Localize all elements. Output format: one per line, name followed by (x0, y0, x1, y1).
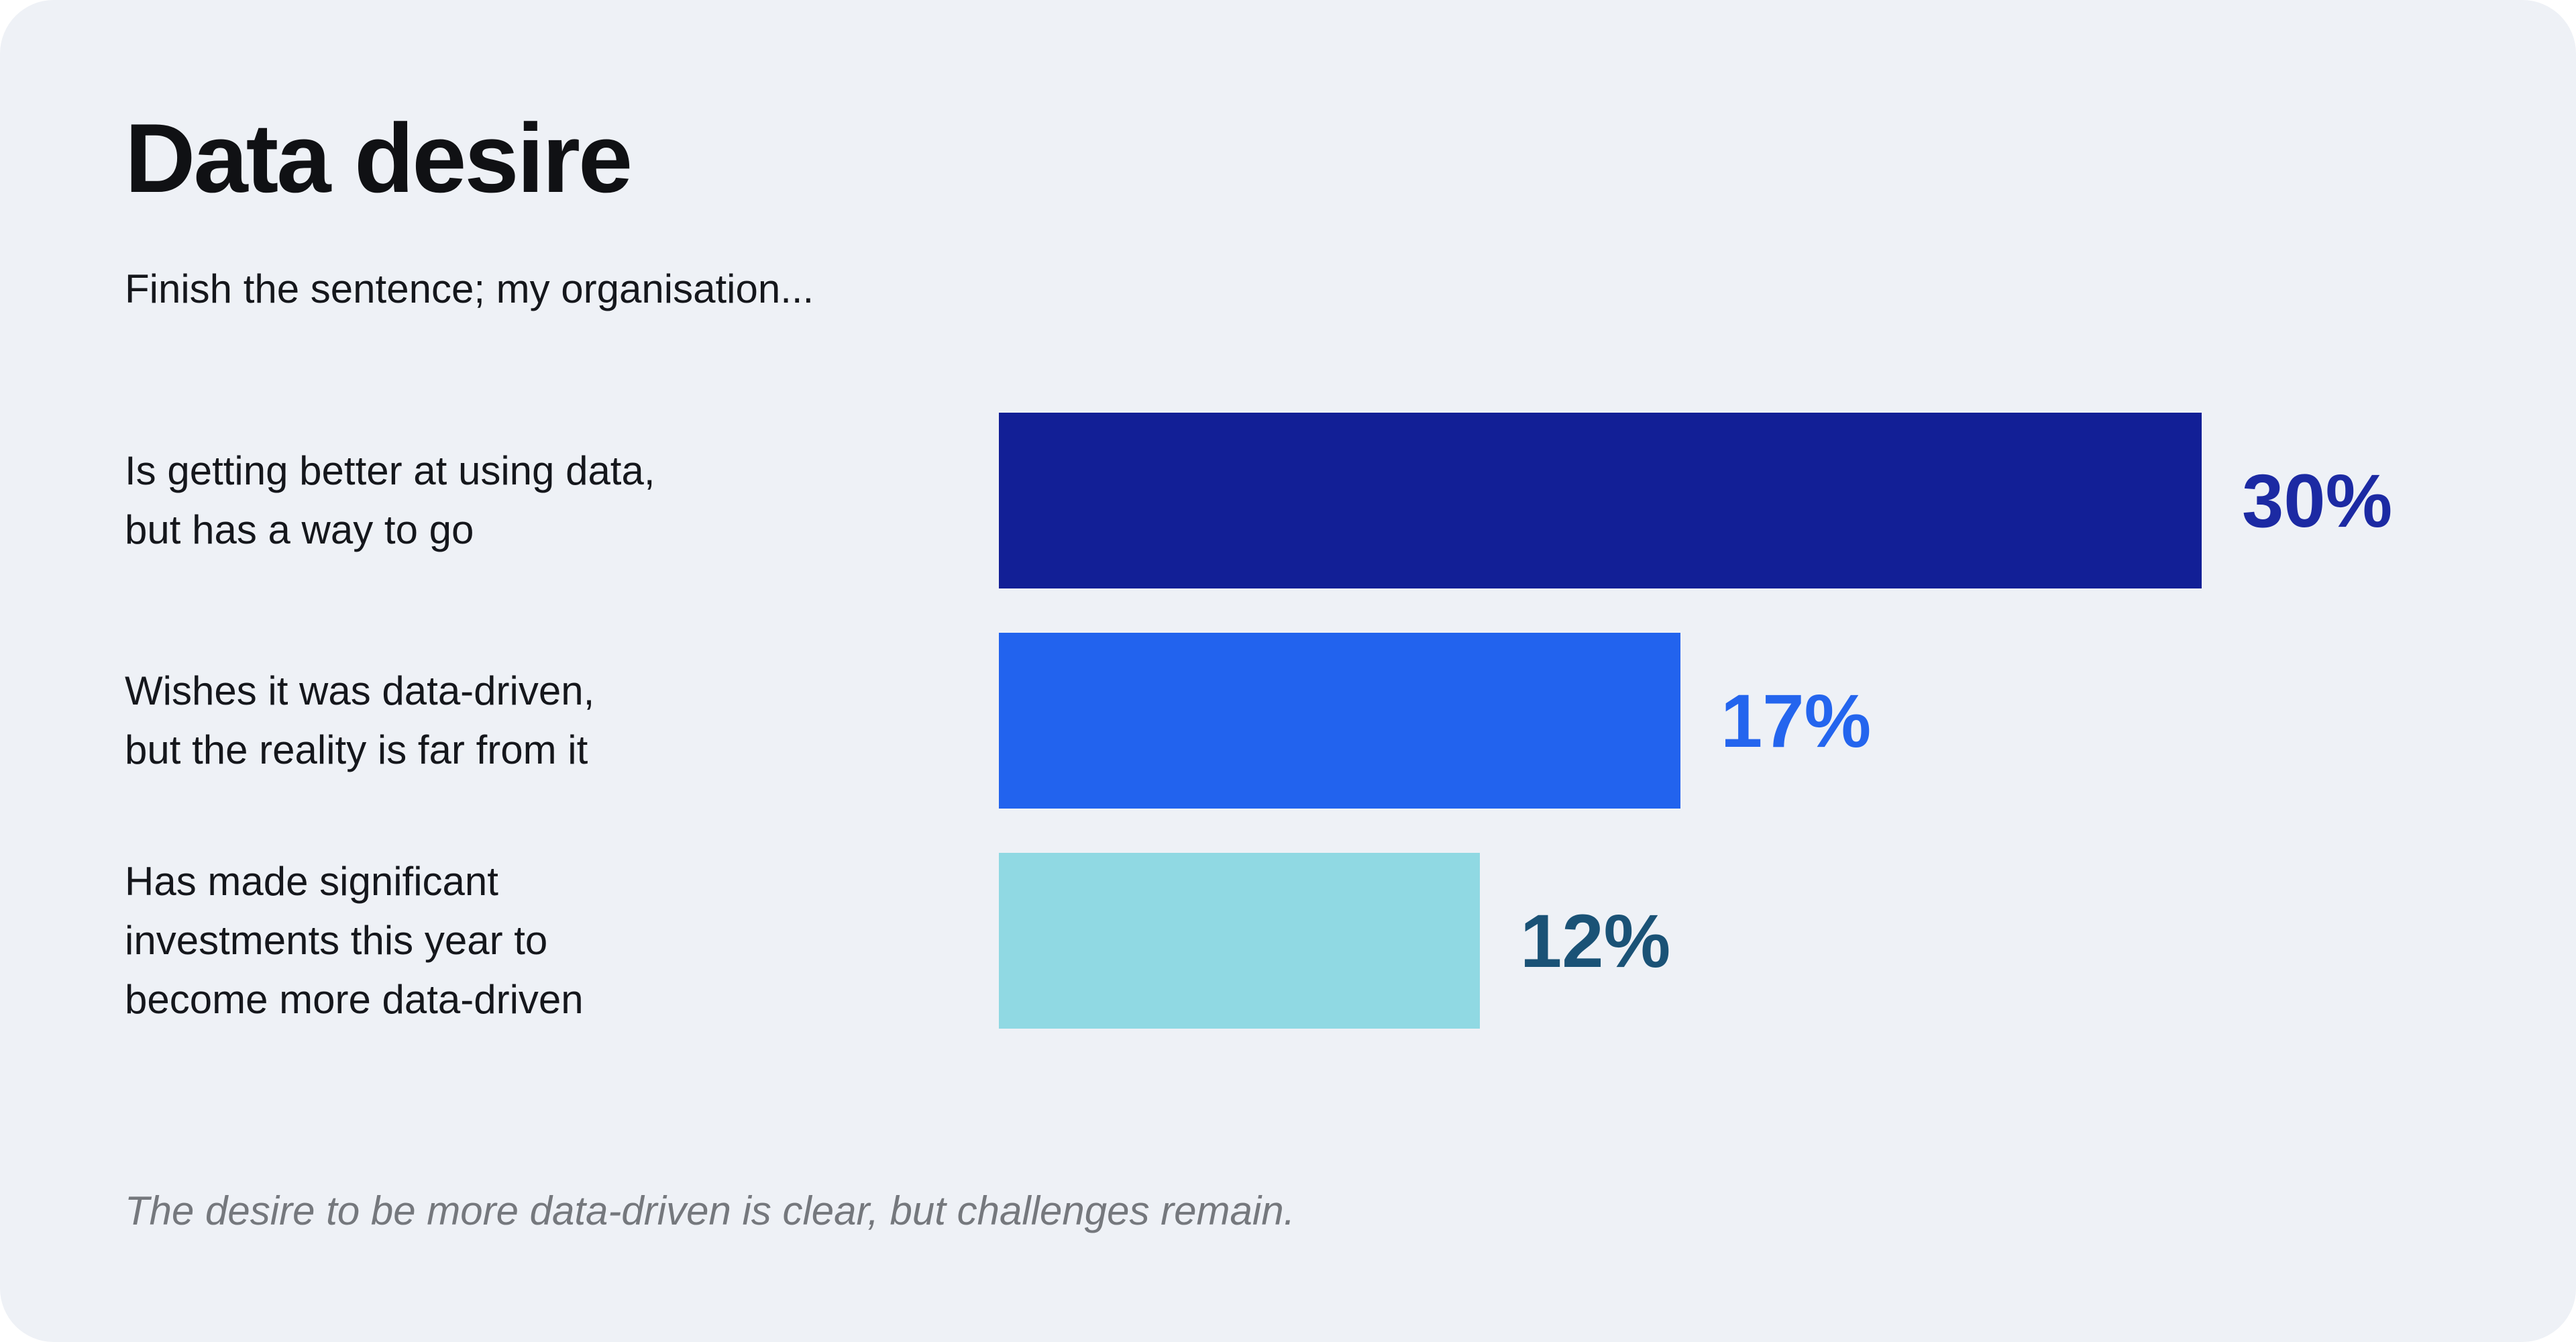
bar-category-label-line: but the reality is far from it (125, 727, 588, 772)
bar-category-label: Has made significant investments this yea… (125, 853, 999, 1029)
bar-category-label-line: investments this year to (125, 918, 548, 963)
chart-subtitle: Finish the sentence; my organisation... (125, 266, 814, 311)
bar (999, 633, 1680, 809)
bar-value-label: 30% (2242, 458, 2393, 543)
bar-category-label-line: but has a way to go (125, 507, 474, 552)
chart-footnote: The desire to be more data-driven is cle… (125, 1188, 1295, 1233)
bar-value-label: 17% (1721, 678, 1872, 763)
bar (999, 853, 1480, 1029)
bar (999, 413, 2202, 588)
bar-row: Has made significant investments this yea… (125, 853, 2576, 1029)
bar-row: Is getting better at using data, but has … (125, 413, 2576, 588)
page-title: Data desire (125, 103, 633, 213)
bar-track: 17% (999, 633, 1871, 809)
bar-category-label: Wishes it was data-driven, but the realit… (125, 633, 999, 809)
bar-rows: Is getting better at using data, but has … (125, 413, 2576, 1029)
bar-category-label-line: Wishes it was data-driven, (125, 668, 595, 713)
bar-category-label-line: Has made significant (125, 859, 498, 904)
bar-category-label-line: become more data-driven (125, 977, 584, 1022)
bar-row: Wishes it was data-driven, but the realit… (125, 633, 2576, 809)
bar-category-label: Is getting better at using data, but has … (125, 413, 999, 588)
bar-track: 12% (999, 853, 1670, 1029)
bar-category-label-line: Is getting better at using data, (125, 448, 655, 493)
bar-value-label: 12% (1520, 898, 1671, 983)
bar-track: 30% (999, 413, 2392, 588)
